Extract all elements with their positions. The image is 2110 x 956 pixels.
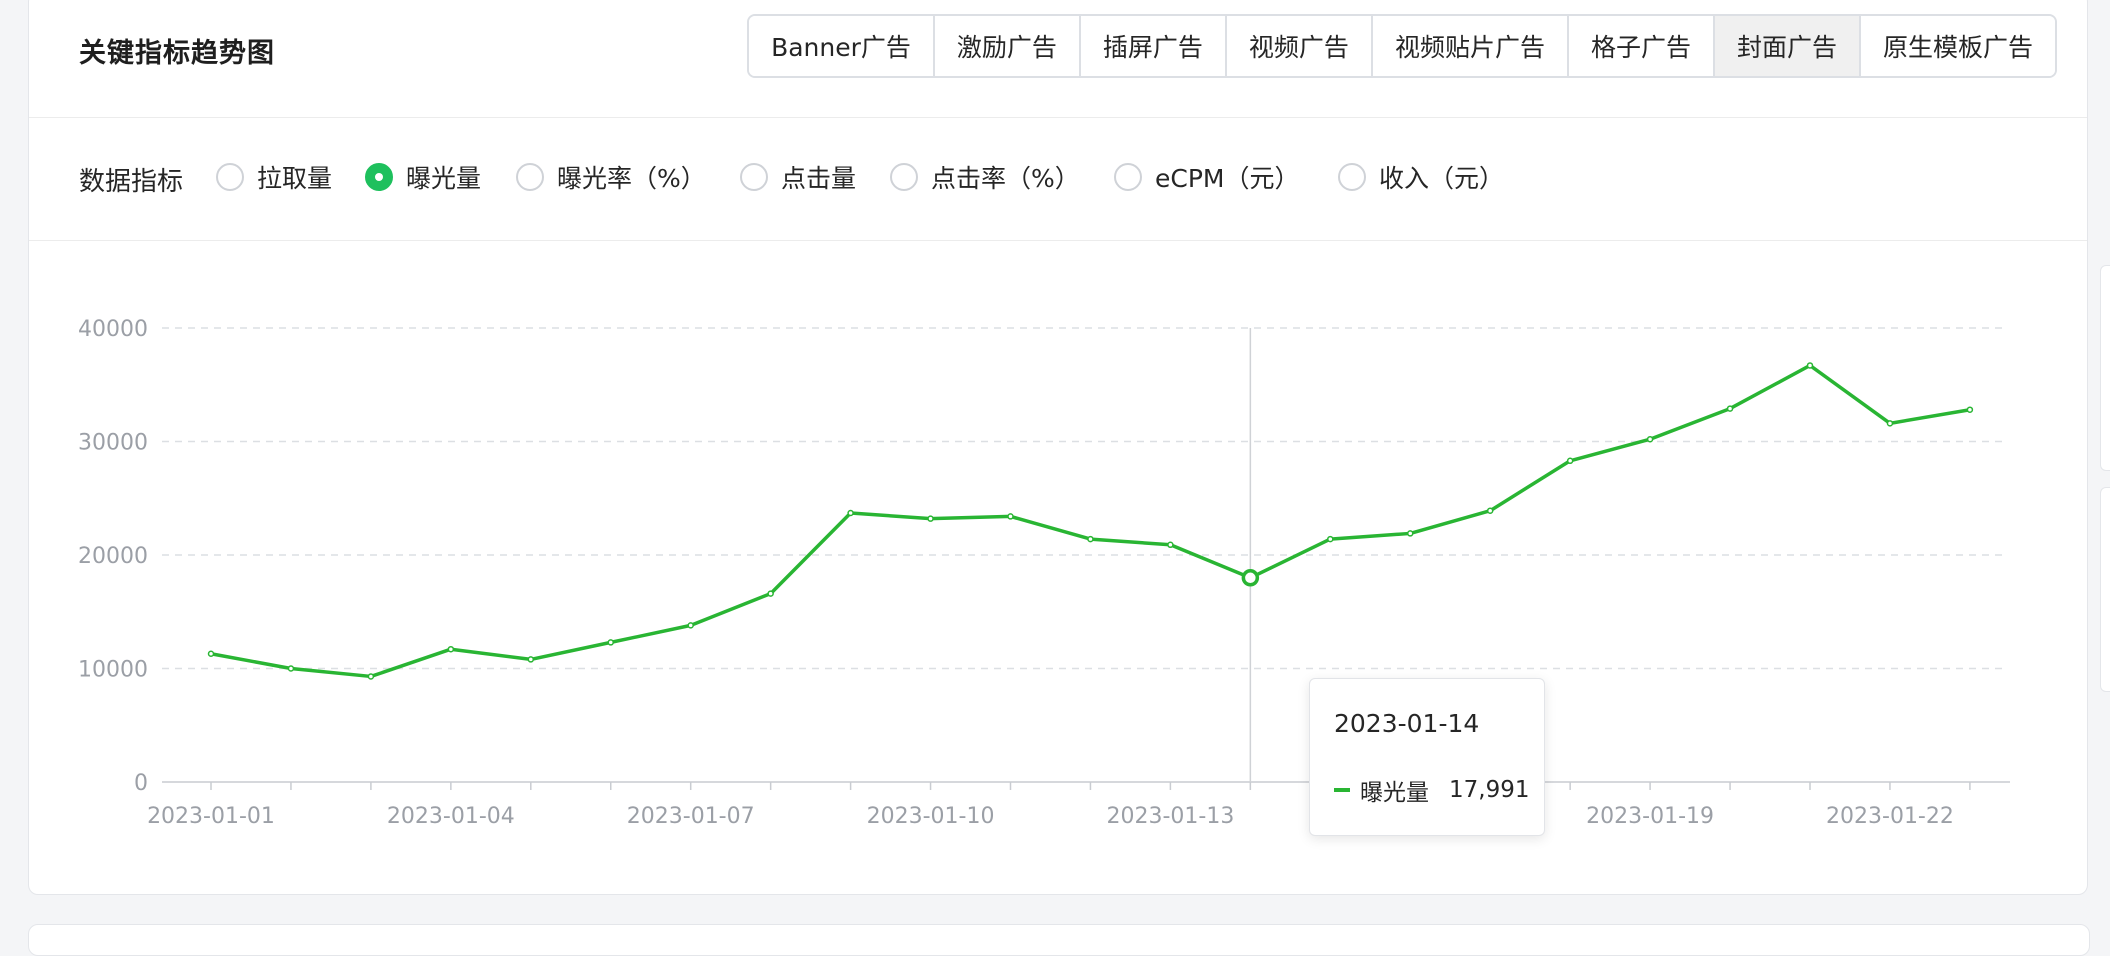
tooltip-row: 曝光量 17,991 xyxy=(1334,773,1529,807)
data-point xyxy=(1087,535,1094,543)
metric-option-label: 曝光率（%） xyxy=(557,164,706,193)
tab-native-template[interactable]: 原生模板广告 xyxy=(1860,16,2055,76)
metric-option-exposure-rate[interactable]: 曝光率（%） xyxy=(516,158,706,196)
y-tick-label: 20000 xyxy=(78,544,148,569)
radio-icon[interactable] xyxy=(1114,163,1142,191)
tab-interstitial[interactable]: 插屏广告 xyxy=(1080,16,1227,76)
metric-option-ctr[interactable]: 点击率（%） xyxy=(890,158,1080,196)
data-point xyxy=(1007,513,1014,520)
x-tick-label: 2023-01-07 xyxy=(627,804,755,829)
tooltip-series-name: 曝光量 xyxy=(1360,780,1429,806)
metric-option-ecpm[interactable]: eCPM（元） xyxy=(1114,158,1299,196)
x-tick-label: 2023-01-04 xyxy=(387,804,515,829)
side-panel-edge xyxy=(2100,265,2110,471)
metric-option-revenue[interactable]: 收入（元） xyxy=(1338,158,1504,196)
x-tick-label: 2023-01-10 xyxy=(867,804,995,829)
tab-rewarded[interactable]: 激励广告 xyxy=(934,16,1081,76)
data-point xyxy=(1486,507,1494,514)
trend-card: 关键指标趋势图 Banner广告 激励广告 插屏广告 视频广告 视频贴片广告 格… xyxy=(28,0,2088,895)
data-point xyxy=(767,590,774,597)
x-tick-label: 2023-01-19 xyxy=(1586,804,1714,829)
metrics-label: 数据指标 xyxy=(79,167,184,197)
data-point xyxy=(1646,435,1654,443)
side-panel-edge xyxy=(2100,487,2110,692)
data-point xyxy=(1566,457,1574,465)
radio-icon[interactable] xyxy=(890,163,918,191)
data-point xyxy=(1886,420,1894,427)
metric-option-exposure[interactable]: 曝光量 xyxy=(365,158,481,196)
data-point xyxy=(207,650,215,657)
radio-icon[interactable] xyxy=(1338,163,1366,191)
metric-option-fetch[interactable]: 拉取量 xyxy=(216,158,332,196)
x-tick-label: 2023-01-01 xyxy=(147,804,275,829)
radio-icon[interactable] xyxy=(216,163,244,191)
radio-icon[interactable] xyxy=(516,163,544,191)
data-point xyxy=(287,665,295,672)
chart-tooltip: 2023-01-14 曝光量 17,991 xyxy=(1309,678,1545,836)
metric-option-label: 点击量 xyxy=(781,164,857,193)
data-point xyxy=(847,509,854,517)
data-point xyxy=(527,656,535,663)
data-point xyxy=(607,639,614,646)
data-point xyxy=(927,515,934,522)
tab-banner[interactable]: Banner广告 xyxy=(749,16,935,76)
tab-cover[interactable]: 封面广告 xyxy=(1714,16,1861,76)
metric-option-label: 点击率（%） xyxy=(931,164,1080,193)
series-line-exposure xyxy=(210,363,1971,679)
data-point xyxy=(1407,530,1414,537)
trend-line-chart[interactable]: 0 10000 20000 30000 40000 2023-01-01 2023-01-0… xyxy=(0,0,2110,930)
metric-option-clicks[interactable]: 点击量 xyxy=(740,158,856,196)
x-tick-label: 2023-01-13 xyxy=(1106,804,1234,829)
metrics-selector: 数据指标 拉取量 曝光量 曝光率（%） 点击量 点击率（%） eCPM（元） 收… xyxy=(29,118,2087,241)
metric-option-label: 收入（元） xyxy=(1379,164,1505,193)
y-tick-label: 0 xyxy=(134,771,148,796)
metric-option-label: 曝光量 xyxy=(406,164,482,193)
tooltip-value: 17,991 xyxy=(1449,777,1530,803)
tooltip-date: 2023-01-14 xyxy=(1334,709,1480,738)
radio-checked-icon[interactable] xyxy=(365,163,393,191)
y-tick-label: 30000 xyxy=(78,431,148,456)
y-tick-label: 40000 xyxy=(78,317,148,342)
metric-option-label: 拉取量 xyxy=(257,164,333,193)
x-tick-label: 2023-01-22 xyxy=(1826,804,1954,829)
series-swatch-icon xyxy=(1334,788,1350,792)
card-header: 关键指标趋势图 Banner广告 激励广告 插屏广告 视频广告 视频贴片广告 格… xyxy=(29,1,2087,118)
tab-video-patch[interactable]: 视频贴片广告 xyxy=(1372,16,1569,76)
data-point xyxy=(1167,541,1174,549)
radio-icon[interactable] xyxy=(740,163,768,191)
y-tick-label: 10000 xyxy=(78,658,148,683)
data-point xyxy=(1966,406,1974,413)
data-point xyxy=(687,622,694,629)
data-point xyxy=(447,645,455,653)
tab-video[interactable]: 视频广告 xyxy=(1226,16,1373,76)
data-point-highlighted xyxy=(1241,569,1260,587)
metric-option-label: eCPM（元） xyxy=(1155,164,1300,193)
data-point xyxy=(367,673,375,680)
page-title: 关键指标趋势图 xyxy=(79,38,275,69)
data-point xyxy=(1327,535,1334,543)
data-point xyxy=(1726,405,1734,412)
ad-type-tabs: Banner广告 激励广告 插屏广告 视频广告 视频贴片广告 格子广告 封面广告… xyxy=(747,14,2057,78)
data-point xyxy=(1806,362,1814,369)
tab-grid[interactable]: 格子广告 xyxy=(1568,16,1715,76)
